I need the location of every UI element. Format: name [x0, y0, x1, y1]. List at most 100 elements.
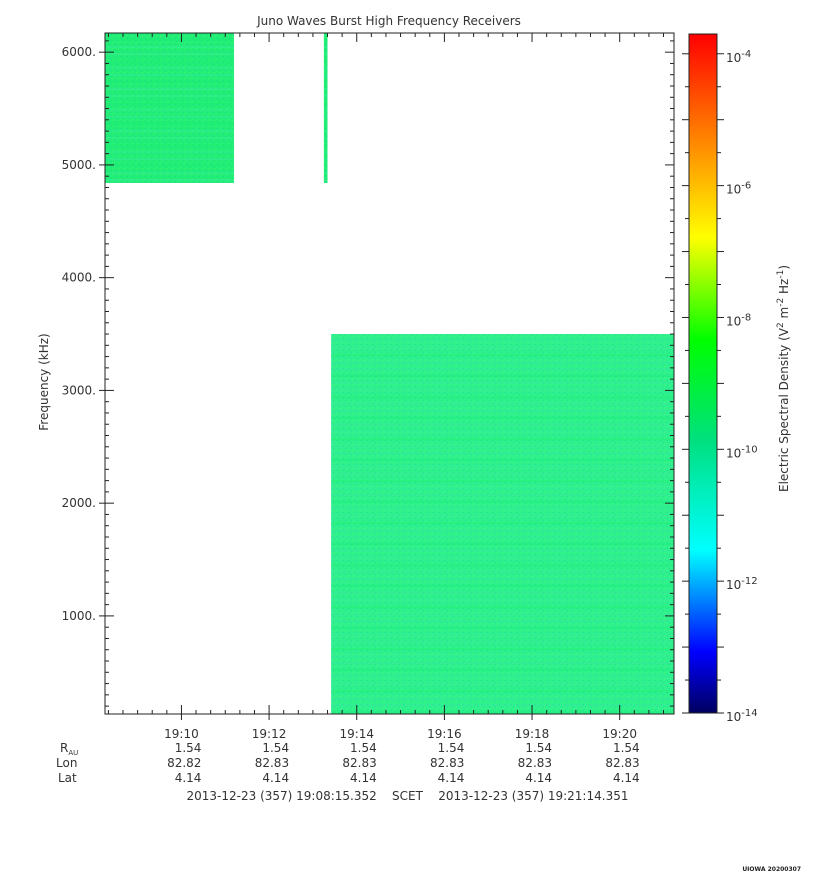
spectrogram-band [331, 354, 674, 357]
spectrogram-band [331, 508, 674, 511]
spectrogram-band [323, 60, 328, 62]
ephemeris-label-lon: Lon [56, 756, 78, 770]
spectrogram-band [104, 172, 235, 174]
spectrogram-band [331, 669, 674, 672]
ephemeris-lat-value: 4.14 [350, 771, 377, 785]
time-span-mid: SCET [392, 789, 423, 803]
y-axis: 1000. 2000. 3000. 4000. 5000. 6000. [62, 40, 674, 707]
spectrogram-band [104, 179, 235, 181]
spectrogram-band [323, 116, 328, 118]
spectrogram-band [331, 578, 674, 581]
spectrogram-band [331, 515, 674, 518]
colorbar-axis: 10-4 10-6 10-8 10-10 10-12 10-14 [682, 49, 758, 724]
spectrogram-band [331, 466, 674, 469]
colorbar-tick-label: 10-4 [726, 49, 751, 65]
x-tick-label: 19:16 [427, 727, 462, 741]
spectrogram-band [323, 172, 328, 174]
spectrogram-band [331, 389, 674, 392]
spectrogram-band [331, 424, 674, 427]
spectrogram-band [104, 158, 235, 160]
spectrogram-band [323, 151, 328, 153]
spectrogram-band [323, 165, 328, 167]
ephemeris-lon-value: 82.83 [517, 756, 553, 770]
spectrogram-band [104, 67, 235, 69]
spectrogram-band [323, 102, 328, 104]
spectrogram-band [331, 403, 674, 406]
spectrogram-band [104, 109, 235, 111]
colorbar-tick-label: 10-12 [726, 576, 758, 592]
spectrogram-band [331, 690, 674, 693]
x-tick-label: 19:18 [515, 727, 550, 741]
spectrogram-band [331, 641, 674, 644]
spectrogram-band [323, 74, 328, 76]
spectrogram-band [331, 522, 674, 525]
ephemeris-lon-value: 82.83 [254, 756, 290, 770]
y-tick-label: 5000. [62, 158, 96, 172]
spectrogram-band [331, 648, 674, 651]
ephemeris-rau-value: 1.54 [262, 741, 290, 755]
spectrogram-band [331, 543, 674, 546]
ephemeris-rau-value: 1.54 [612, 741, 640, 755]
spectrogram-band [331, 382, 674, 385]
ephemeris-lon-value: 82.83 [430, 756, 465, 770]
ephemeris-label-lat: Lat [58, 771, 77, 785]
spectrogram-band [331, 347, 674, 350]
spectrogram-band [331, 340, 674, 343]
spectrogram-band [331, 452, 674, 455]
version-stamp: UIOWA 20200307 [742, 866, 801, 873]
spectrogram-band [323, 39, 328, 41]
ephemeris-lat-value: 4.14 [525, 771, 553, 785]
colorbar-tick-label: 10-14 [726, 708, 758, 724]
plot-frame [104, 32, 675, 715]
spectrogram-band [104, 144, 235, 146]
x-tick-label: 19:12 [252, 727, 287, 741]
colorbar-label: Electric Spectral Density (V2 m-2 Hz-1) [776, 265, 791, 492]
spectrogram-band [331, 487, 674, 490]
spectrogram-band [104, 102, 235, 104]
x-tick-label: 19:20 [602, 727, 637, 741]
spectrogram-band [331, 494, 674, 497]
spectrogram-band [331, 676, 674, 679]
spectrogram-band [104, 53, 235, 55]
ephemeris-lon-value: 82.83 [342, 756, 377, 770]
spectrogram-band [331, 571, 674, 574]
spectrogram-band [331, 438, 674, 441]
spectrogram-band [104, 151, 235, 153]
spectrogram-band [104, 137, 235, 139]
ephemeris-rau-value: 1.54 [525, 741, 553, 755]
spectrogram-band [104, 39, 235, 41]
spectrogram-band [331, 655, 674, 658]
spectrogram-band [331, 396, 674, 399]
spectrogram-band [331, 683, 674, 686]
spectrogram-band [331, 529, 674, 532]
spectrogram-band [331, 592, 674, 595]
spectrogram-band [331, 550, 674, 553]
spectrogram-band [331, 627, 674, 630]
spectrogram-band [323, 95, 328, 97]
spectrogram-band [331, 417, 674, 420]
spectrogram-band [323, 109, 328, 111]
spectrogram-band [323, 179, 328, 181]
spectrogram-band [331, 368, 674, 371]
y-axis-label: Frequency (kHz) [37, 333, 51, 430]
spectrogram-band [331, 606, 674, 609]
spectrogram-band [323, 88, 328, 90]
ephemeris-rau-value: 1.54 [350, 741, 377, 755]
spectrogram-band [331, 599, 674, 602]
spectrogram-band [331, 459, 674, 462]
spectrogram-region-texture-2 [331, 334, 674, 714]
y-tick-label: 2000. [62, 496, 96, 510]
time-span: 2013-12-23 (357) 19:08:15.352 SCET 2013-… [0, 789, 815, 803]
spectrogram-band [323, 81, 328, 83]
spectrogram-band [323, 130, 328, 132]
spectrogram-band [331, 634, 674, 637]
colorbar-tick-label: 10-10 [726, 444, 758, 460]
spectrogram-band [104, 95, 235, 97]
spectrogram-band [331, 585, 674, 588]
spectrogram-band [104, 88, 235, 90]
spectrogram-band [331, 536, 674, 539]
spectrogram-band [331, 697, 674, 700]
spectrogram-band [331, 501, 674, 504]
chart-title: Juno Waves Burst High Frequency Receiver… [256, 14, 521, 28]
